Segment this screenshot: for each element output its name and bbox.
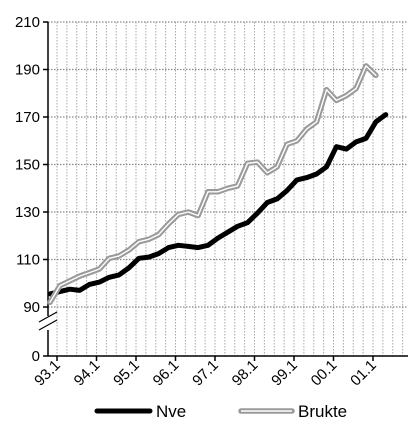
y-tick-label-210: 210	[15, 14, 40, 31]
x-tick-labels: 93.1 94.1 95.1 96.1 97.1 98.1 99.1 00.1 01.1	[31, 357, 380, 390]
y-tick-label-0: 0	[32, 348, 40, 365]
series-line-brukte	[47, 63, 379, 306]
y-tick-label-170: 170	[15, 109, 40, 126]
x-tick-label-94.1: 94.1	[71, 357, 104, 390]
y-tick-label-190: 190	[15, 62, 40, 79]
series-line-brukte-inner	[49, 65, 377, 303]
x-tick-label-95.1: 95.1	[110, 357, 143, 390]
x-tick-label-00.1: 00.1	[308, 357, 341, 390]
series-lines	[47, 63, 389, 306]
x-tick-label-97.1: 97.1	[189, 357, 222, 390]
axis-break-mark	[38, 311, 58, 331]
y-tick-label-90: 90	[23, 299, 40, 316]
y-tick-label-130: 130	[15, 204, 40, 221]
y-tick-label-110: 110	[16, 252, 40, 269]
legend-label-nve: Nve	[156, 402, 186, 421]
x-tick-label-01.1: 01.1	[347, 357, 380, 390]
legend-label-brukte: Brukte	[298, 402, 347, 421]
axes	[38, 21, 408, 361]
x-tick-label-96.1: 96.1	[150, 357, 183, 390]
legend: Nve Brukte	[94, 402, 347, 421]
y-tick-label-150: 150	[15, 157, 40, 174]
x-tick-label-99.1: 99.1	[268, 357, 301, 390]
series-line-nve	[47, 112, 389, 297]
y-tick-labels: 0 90 110 130 150 170 190 210	[15, 14, 40, 365]
x-tick-label-98.1: 98.1	[229, 357, 262, 390]
